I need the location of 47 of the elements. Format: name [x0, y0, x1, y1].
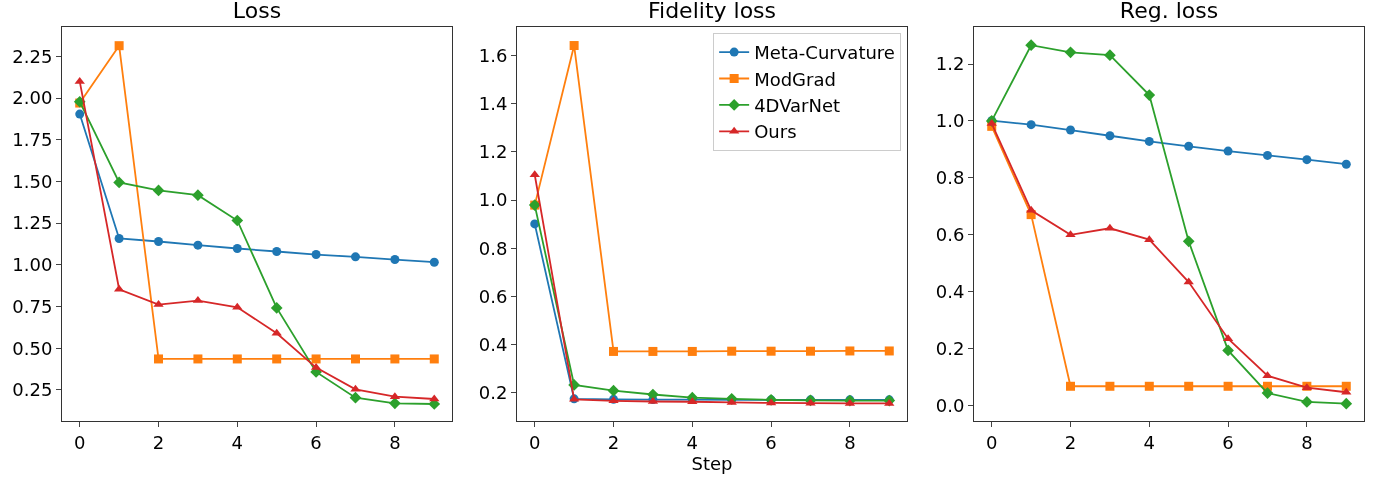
y-tick-label: 0.0 — [935, 394, 965, 416]
y-tick-label: 0.8 — [935, 167, 965, 189]
y-tick-label: 0.6 — [478, 285, 508, 307]
x-tick-label: 4 — [1143, 431, 1156, 453]
chart-title: Reg. loss — [1119, 0, 1219, 23]
x-tick-label: 4 — [231, 431, 244, 453]
y-tick-label: 1.0 — [935, 110, 965, 132]
y-tick-label: 0.2 — [478, 381, 508, 403]
y-tick-label: 0.4 — [935, 281, 965, 303]
legend-label: Ours — [754, 121, 797, 143]
x-tick-label: 0 — [74, 431, 86, 453]
y-tick-label: 1.50 — [12, 170, 53, 192]
x-tick-label: 6 — [765, 431, 777, 453]
x-tick-label: 8 — [1301, 431, 1313, 453]
x-tick-label: 0 — [529, 431, 541, 453]
y-tick-label: 1.2 — [935, 53, 965, 75]
legend-label: 4DVarNet — [754, 94, 841, 116]
x-tick-label: 8 — [389, 431, 401, 453]
y-tick-label: 1.4 — [478, 93, 508, 115]
y-tick-label: 0.4 — [478, 333, 508, 355]
chart-title: Fidelity loss — [647, 0, 777, 23]
y-tick-label: 0.6 — [935, 224, 965, 246]
y-tick-label: 0.2 — [935, 337, 965, 359]
y-tick-label: 2.25 — [12, 45, 53, 67]
y-tick-label: 0.25 — [12, 379, 53, 401]
y-tick-label: 0.8 — [478, 237, 508, 259]
x-tick-label: 0 — [986, 431, 998, 453]
x-tick-label: 4 — [686, 431, 699, 453]
x-axis-title: Step — [691, 452, 733, 474]
legend-label: ModGrad — [754, 68, 836, 90]
x-tick-label: 2 — [1064, 431, 1077, 453]
y-tick-label: 1.2 — [478, 141, 508, 163]
y-tick-label: 1.0 — [478, 189, 508, 211]
y-tick-label: 0.75 — [12, 295, 53, 317]
y-tick-label: 1.6 — [478, 44, 508, 66]
x-tick-label: 2 — [152, 431, 165, 453]
x-tick-label: 6 — [310, 431, 322, 453]
x-tick-label: 8 — [844, 431, 856, 453]
y-tick-label: 1.00 — [12, 254, 53, 276]
y-tick-label: 1.75 — [12, 129, 53, 151]
x-tick-label: 2 — [607, 431, 620, 453]
legend-label: Meta-Curvature — [754, 42, 895, 64]
chart-title: Loss — [232, 0, 282, 23]
y-tick-label: 2.00 — [12, 87, 53, 109]
y-tick-label: 1.25 — [12, 212, 53, 234]
y-tick-label: 0.50 — [12, 337, 53, 359]
x-tick-label: 6 — [1222, 431, 1234, 453]
